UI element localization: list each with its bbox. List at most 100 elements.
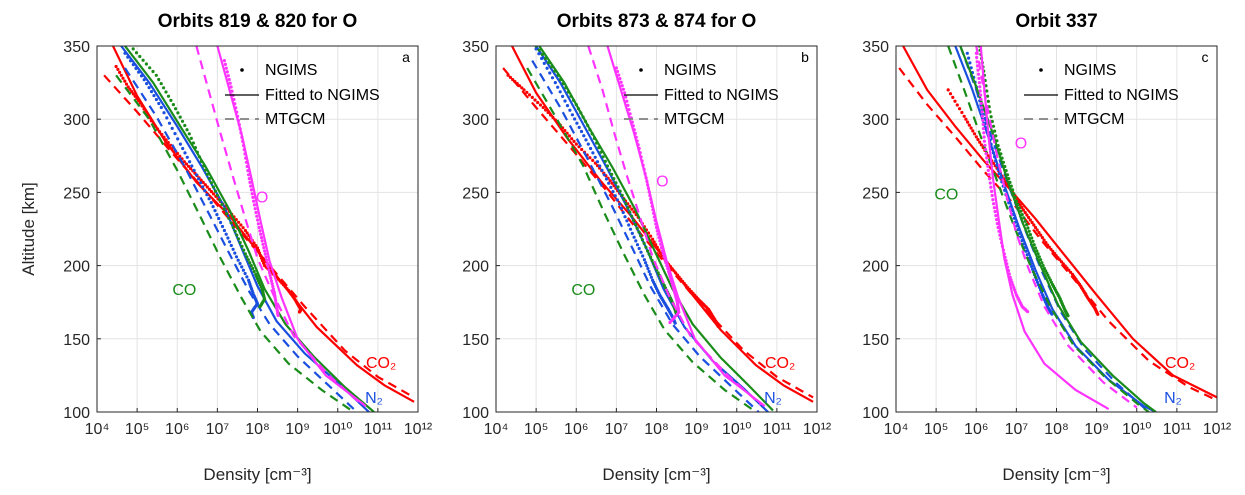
ngims-point [256, 248, 261, 253]
ngims-point [632, 218, 636, 222]
ngims-point [269, 279, 274, 283]
ngims-point [553, 81, 557, 85]
ngims-point [1023, 210, 1027, 215]
ngims-point [977, 76, 981, 80]
legend-marker-ngims [240, 68, 244, 72]
ngims-point [622, 197, 626, 202]
ngims-point [633, 223, 638, 227]
ngims-point [257, 225, 261, 230]
ngims-point [628, 112, 632, 116]
ngims-point [543, 56, 548, 61]
ngims-point [537, 52, 541, 56]
ngims-point [662, 283, 666, 288]
ngims-point [1022, 216, 1026, 220]
ngims-point [989, 115, 993, 119]
ngims-point [951, 95, 955, 99]
ngims-point [967, 56, 971, 60]
ngims-point [660, 249, 665, 253]
ngims-point [254, 210, 258, 215]
legend: NGIMS Fitted to NGIMS MTGCM [225, 62, 380, 128]
ngims-point [199, 159, 203, 163]
ngims-point [114, 64, 118, 69]
ngims-point [1026, 226, 1030, 230]
panel-c: 10⁴ 10⁵ 10⁶ 10⁷ 10⁸ 10⁹ 10¹⁰ 10¹¹ 10¹² 100 150 200 2… [862, 11, 1232, 484]
ngims-point [224, 232, 228, 236]
ngims-point [572, 98, 576, 102]
ngims-point [1015, 224, 1019, 228]
ngims-point [176, 137, 180, 141]
ngims-point [236, 114, 240, 118]
ngims-point [637, 230, 641, 234]
ngims-point [613, 194, 617, 198]
ngims-point [1020, 213, 1024, 217]
ngims-point [240, 135, 244, 139]
ngims-point [630, 120, 634, 124]
x-axis-label: Density [cm⁻³] [602, 465, 710, 484]
ngims-point [623, 91, 627, 95]
ngims-point [667, 269, 671, 274]
ngims-point [188, 160, 192, 164]
ngims-point [998, 176, 1003, 180]
ngims-point [989, 185, 993, 189]
ngims-point [642, 258, 647, 262]
ngims-point [1027, 215, 1031, 220]
ngims-point [160, 132, 164, 137]
ngims-point [608, 179, 612, 183]
ngims-point [207, 187, 211, 191]
ngims-point [635, 226, 639, 230]
x-tick-label: 10¹² [404, 421, 433, 438]
ngims-point [256, 218, 260, 222]
ngims-point [1020, 238, 1024, 243]
y-tick-label: 250 [63, 185, 90, 202]
ngims-point [223, 62, 227, 66]
ngims-point [658, 239, 662, 243]
ngims-point [231, 247, 235, 251]
ngims-point [1030, 267, 1035, 271]
ngims-point [1035, 280, 1040, 284]
x-tick-label: 10¹¹ [1163, 421, 1191, 438]
ngims-point [1036, 252, 1040, 256]
ngims-point [965, 51, 969, 55]
ngims-point [248, 180, 252, 184]
ngims-point [556, 85, 560, 89]
ngims-point [1007, 177, 1011, 181]
ngims-point [641, 254, 645, 258]
ngims-point [601, 155, 605, 159]
plot-data [502, 46, 814, 412]
ngims-point [635, 139, 639, 143]
ngims-point [169, 98, 173, 102]
ngims-point [635, 243, 640, 247]
ngims-point [1019, 235, 1023, 239]
ngims-point [551, 115, 555, 120]
ngims-point [128, 87, 132, 91]
ngims-point [662, 255, 666, 259]
ngims-point [133, 94, 137, 98]
ngims-point [1027, 229, 1031, 233]
ngims-point [251, 266, 255, 271]
ngims-point [975, 60, 979, 64]
ngims-point [581, 115, 585, 119]
ngims-point [199, 181, 203, 185]
ngims-point [987, 173, 991, 177]
ngims-point [586, 142, 590, 146]
ngims-point [990, 119, 994, 124]
x-tick-label: 10⁷ [206, 421, 230, 438]
x-tick-label: 10¹⁰ [722, 421, 752, 438]
ngims-point [525, 90, 529, 94]
ngims-point [548, 113, 553, 117]
ngims-point [258, 305, 262, 309]
ngims-point [982, 139, 987, 143]
ngims-point [667, 272, 671, 276]
ngims-point [207, 177, 211, 181]
ngims-point [189, 136, 193, 140]
species-label: O [656, 174, 668, 191]
ngims-point [979, 143, 984, 147]
ngims-point [652, 211, 656, 215]
ngims-point [997, 229, 1001, 233]
ngims-point [203, 168, 207, 172]
ngims-point [615, 198, 620, 202]
ngims-point [126, 55, 130, 59]
ngims-point [258, 229, 262, 233]
ngims-point [626, 206, 630, 210]
